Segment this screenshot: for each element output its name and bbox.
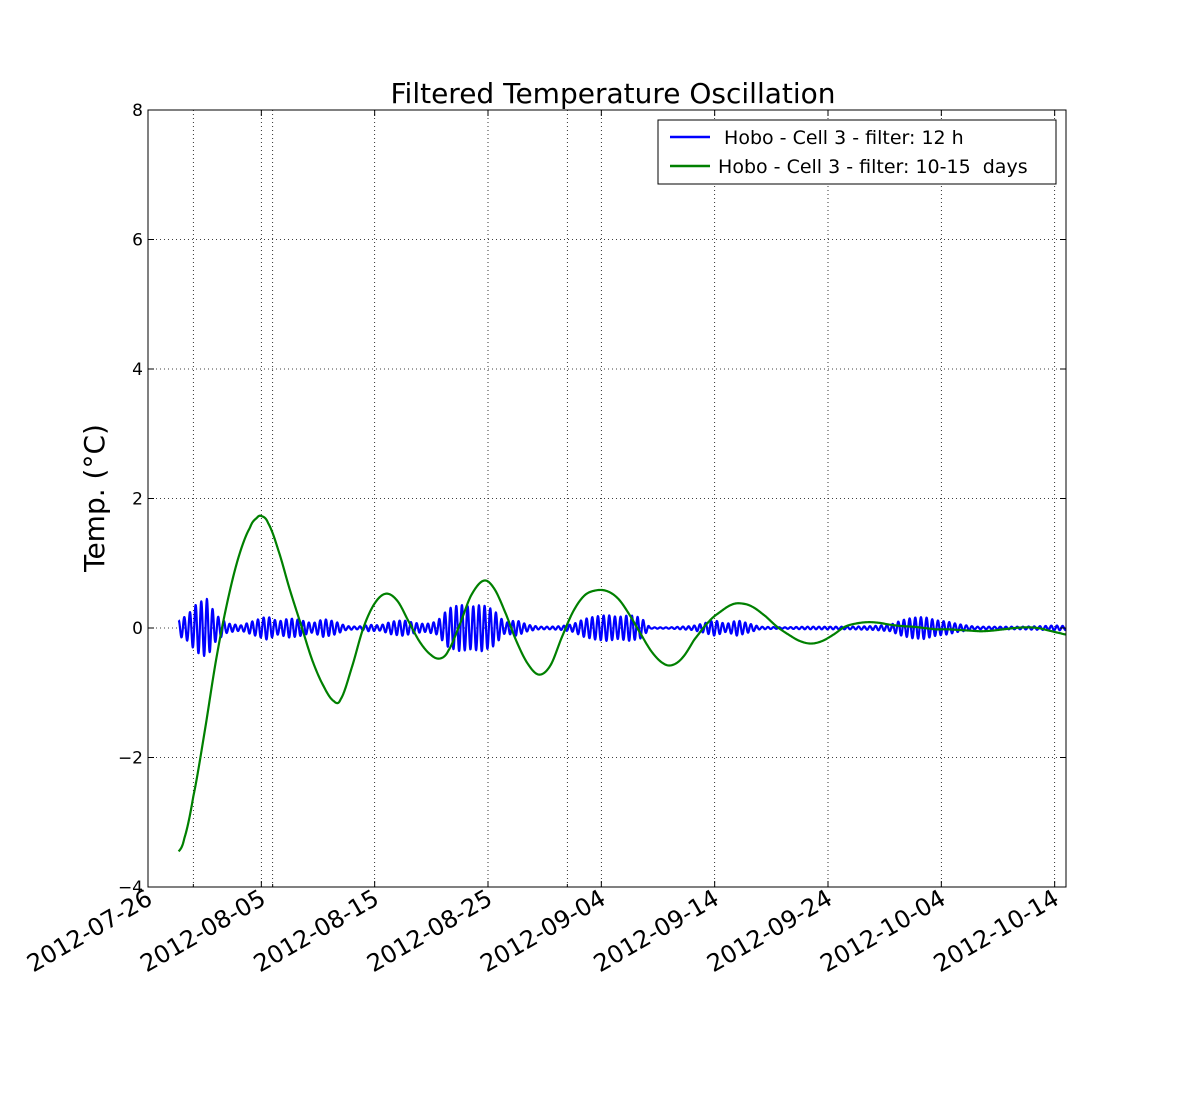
y-tick-label: 8 (132, 101, 143, 121)
chart-title: Filtered Temperature Oscillation (390, 77, 835, 110)
y-tick-label: 6 (132, 231, 143, 251)
series-line-2 (177, 514, 1066, 853)
y-tick-label: 2 (132, 490, 143, 510)
legend-label-series-2: Hobo - Cell 3 - filter: 10-15 days (712, 156, 1028, 178)
series-layer (177, 514, 1066, 853)
legend: Hobo - Cell 3 - filter: 12 h Hobo - Cell… (657, 119, 1057, 185)
y-tick-label: −2 (118, 749, 143, 769)
legend-label-series-1: Hobo - Cell 3 - filter: 12 h (718, 127, 964, 149)
series-line-1 (177, 597, 1066, 657)
y-axis-label: Temp. (°C) (78, 424, 111, 573)
y-tick-label: −4 (118, 878, 143, 898)
y-tick-label: 0 (132, 619, 143, 639)
y-tick-label: 4 (132, 360, 143, 380)
legend-box (657, 119, 1057, 185)
